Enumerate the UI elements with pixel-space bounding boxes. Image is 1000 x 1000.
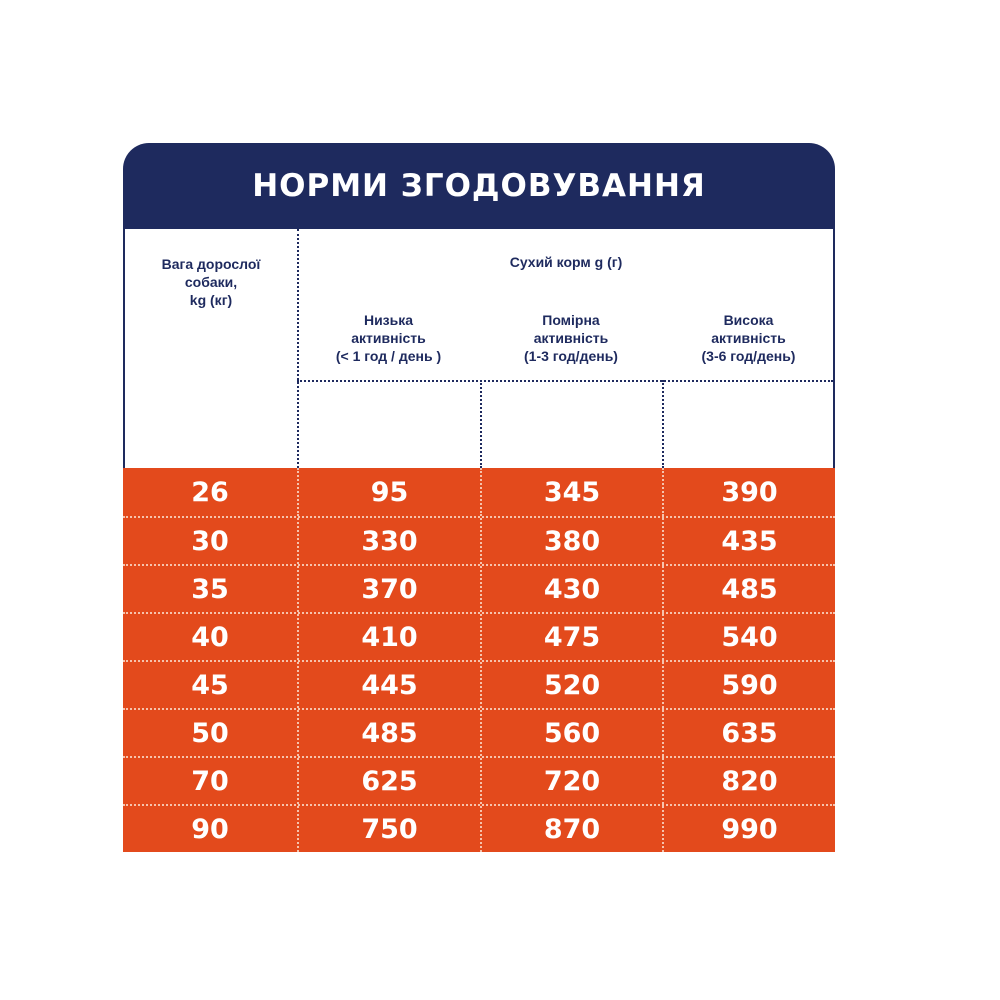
header-weight-line: собаки, (184, 274, 238, 290)
weight-cell: 50 (191, 717, 229, 749)
header-high-line: Висока (723, 312, 774, 328)
table-row: 50 485 560 635 (123, 708, 835, 756)
table-row: 40 410 475 540 (123, 612, 835, 660)
table-title: НОРМИ ЗГОДОВУВАННЯ (252, 168, 706, 204)
moderate-activity-cell: 380 (480, 518, 662, 564)
weight-cell: 26 (191, 476, 229, 508)
header-high-line: активність (711, 330, 786, 346)
low-activity-cell: 485 (297, 710, 480, 756)
high-activity-cell: 590 (662, 662, 835, 708)
low-activity-cell: 370 (297, 566, 480, 612)
moderate-activity-cell: 720 (480, 758, 662, 804)
header-low-activity: Низька активність (< 1 год / день ) (297, 311, 480, 365)
weight-cell: 90 (191, 813, 229, 845)
low-activity-cell: 750 (297, 806, 480, 852)
high-activity-cell: 485 (662, 566, 835, 612)
header-weight: Вага дорослої собаки, kg (кг) (125, 255, 297, 309)
table-row: 26 95 345 390 (123, 468, 835, 516)
header-divider (480, 380, 482, 468)
table-row: 90 750 870 990 (123, 804, 835, 852)
header-divider (662, 380, 664, 468)
header-moderate-line: (1-3 год/день) (524, 348, 618, 364)
moderate-activity-cell: 870 (480, 806, 662, 852)
header-high-line: (3-6 год/день) (701, 348, 796, 364)
moderate-activity-cell: 560 (480, 710, 662, 756)
header-high-activity: Висока активність (3-6 год/день) (662, 311, 835, 365)
high-activity-cell: 435 (662, 518, 835, 564)
header-low-line: (< 1 год / день ) (335, 348, 442, 364)
header-low-line: Низька (363, 312, 414, 328)
moderate-activity-cell: 430 (480, 566, 662, 612)
high-activity-cell: 390 (662, 468, 835, 516)
header-moderate-activity: Помірна активність (1-3 год/день) (480, 311, 662, 365)
high-activity-cell: 635 (662, 710, 835, 756)
weight-cell: 45 (191, 669, 229, 701)
table-row: 30 330 380 435 (123, 516, 835, 564)
moderate-activity-cell: 520 (480, 662, 662, 708)
weight-cell: 70 (191, 765, 229, 797)
table-header: Вага дорослої собаки, kg (кг) Сухий корм… (123, 229, 835, 468)
weight-cell: 35 (191, 573, 229, 605)
low-activity-cell: 445 (297, 662, 480, 708)
header-weight-line: kg (кг) (189, 292, 233, 308)
table-row: 35 370 430 485 (123, 564, 835, 612)
header-dry-food: Сухий корм g (г) (509, 254, 623, 270)
weight-cell: 30 (191, 525, 229, 557)
low-activity-cell: 330 (297, 518, 480, 564)
high-activity-cell: 820 (662, 758, 835, 804)
table-body: 26 95 345 390 30 330 380 435 35 370 430 … (123, 468, 835, 852)
table-row: 45 445 520 590 (123, 660, 835, 708)
feeding-table: НОРМИ ЗГОДОВУВАННЯ Вага дорослої собаки,… (123, 143, 835, 852)
low-activity-cell: 410 (297, 614, 480, 660)
weight-cell: 40 (191, 621, 229, 653)
low-activity-cell: 625 (297, 758, 480, 804)
title-banner: НОРМИ ЗГОДОВУВАННЯ (123, 143, 835, 229)
header-moderate-line: активність (533, 330, 609, 346)
table-row: 70 625 720 820 (123, 756, 835, 804)
header-divider (297, 380, 833, 382)
header-moderate-line: Помірна (542, 312, 600, 328)
header-weight-line: Вага дорослої (161, 256, 261, 272)
high-activity-cell: 990 (662, 806, 835, 852)
moderate-activity-cell: 475 (480, 614, 662, 660)
low-activity-cell: 95 (297, 468, 480, 516)
header-divider (297, 229, 299, 468)
high-activity-cell: 540 (662, 614, 835, 660)
moderate-activity-cell: 345 (480, 468, 662, 516)
header-low-line: активність (351, 330, 426, 346)
